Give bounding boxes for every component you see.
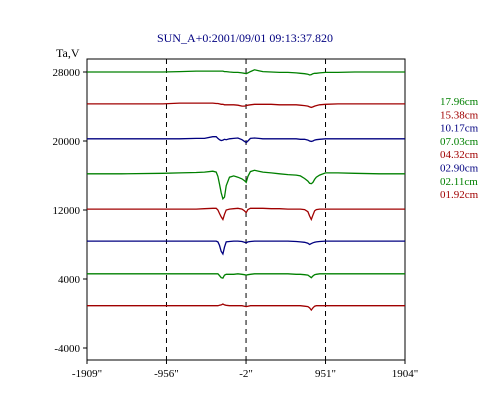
series-line-6 (87, 273, 405, 279)
x-tick-label-1: -956" (154, 368, 179, 380)
legend-item-2: 10.17cm (440, 123, 479, 135)
series-line-4 (87, 207, 405, 222)
legend-item-1: 15.38cm (440, 109, 479, 121)
series-line-2 (87, 136, 405, 144)
y-ticks: 28000 20000 12000 4000 -4000 (53, 67, 87, 355)
x-tick-label-2: -2" (239, 368, 253, 380)
y-tick-label-1: 20000 (53, 136, 81, 148)
legend-item-7: 01.92cm (440, 189, 479, 201)
y-axis-label: Ta,V (56, 46, 80, 60)
legend-item-4: 04.32cm (440, 149, 479, 161)
y-tick-label-0: 28000 (53, 67, 81, 79)
x-ticks: -1909" -956" -2" 951" 1904" (72, 360, 418, 380)
legend-item-0: 17.96cm (440, 96, 479, 108)
legend-item-5: 02.90cm (440, 163, 479, 175)
y-tick-label-3: 4000 (58, 274, 81, 286)
legend-item-6: 02.11cm (440, 176, 478, 188)
legend-item-3: 07.03cm (440, 136, 479, 148)
series-line-3 (87, 169, 405, 201)
series-line-1 (87, 102, 405, 109)
y-tick-label-2: 12000 (53, 205, 81, 217)
series-line-7 (87, 303, 405, 312)
x-tick-label-0: -1909" (72, 368, 102, 380)
y-tick-label-4: -4000 (54, 343, 80, 355)
chart-title: SUN_A+0:2001/09/01 09:13:37.820 (157, 31, 333, 45)
series-line-0 (87, 69, 405, 76)
x-tick-label-4: 1904" (392, 368, 419, 380)
series-lines (87, 69, 405, 312)
series-line-5 (87, 240, 405, 256)
x-tick-label-3: 951" (315, 368, 336, 380)
